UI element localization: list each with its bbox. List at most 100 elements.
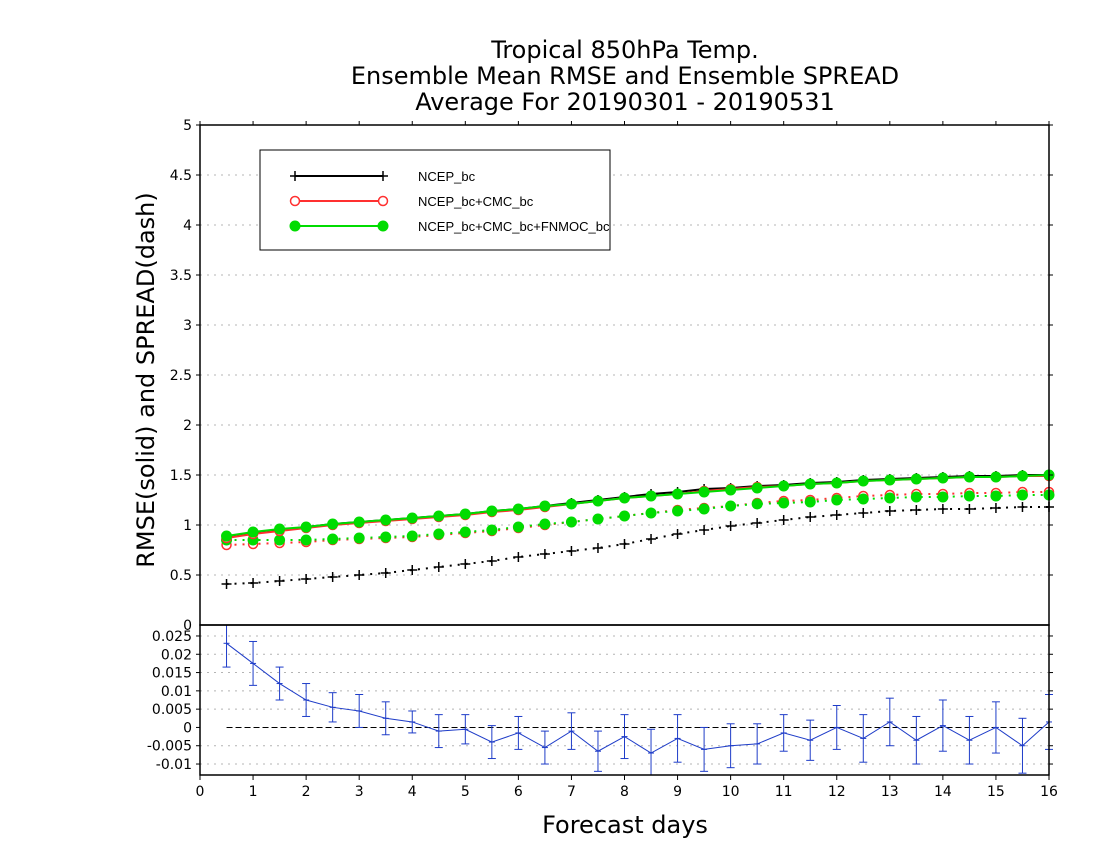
error-bar xyxy=(620,714,629,760)
series-point xyxy=(858,508,869,518)
series-point xyxy=(778,497,790,509)
error-bar xyxy=(381,701,390,736)
series-point xyxy=(964,504,975,514)
error-bar xyxy=(328,692,337,723)
series-line-spread xyxy=(226,506,1049,585)
series-point xyxy=(378,171,388,181)
series-point xyxy=(751,482,763,494)
series-point xyxy=(274,523,286,535)
series-point xyxy=(910,473,922,485)
series-line-rmse xyxy=(226,474,1050,537)
x-tick-label: 9 xyxy=(673,784,682,800)
y-tick-label: 2.5 xyxy=(170,368,192,384)
y-tick-label: 0.5 xyxy=(170,568,192,584)
series-point xyxy=(619,539,630,549)
series-point xyxy=(513,552,524,562)
error-bar xyxy=(593,730,602,772)
series-point xyxy=(407,565,418,575)
series-point xyxy=(300,521,312,533)
series-point xyxy=(619,492,630,504)
chart-title-line-2: Ensemble Mean RMSE and Ensemble SPREAD xyxy=(351,62,899,90)
series-point xyxy=(646,534,657,544)
series-point xyxy=(725,484,737,496)
series-point xyxy=(486,556,497,566)
series-point xyxy=(566,546,577,556)
error-bar xyxy=(753,723,762,765)
series-line-rmse xyxy=(226,474,1049,538)
x-tick-label: 16 xyxy=(1040,784,1058,800)
series-point xyxy=(831,510,842,520)
series-point xyxy=(565,516,577,528)
series-line-rmse xyxy=(226,475,1049,539)
error-bar xyxy=(938,699,947,752)
error-bar xyxy=(965,715,974,765)
series-point xyxy=(592,513,604,525)
series-point xyxy=(645,507,657,519)
series-point xyxy=(831,494,843,506)
series-point xyxy=(831,477,843,489)
series-point xyxy=(460,559,471,569)
error-bar xyxy=(355,694,364,728)
series-point xyxy=(274,576,285,586)
error-bar xyxy=(806,719,815,761)
series-point xyxy=(459,508,471,520)
series-point xyxy=(698,503,710,515)
error-bar xyxy=(408,710,417,734)
error-bar xyxy=(487,725,496,760)
chart-title-line-1: Tropical 850hPa Temp. xyxy=(490,36,759,64)
series-point xyxy=(778,515,789,525)
x-tick-label: 7 xyxy=(567,784,576,800)
series-point xyxy=(300,534,312,546)
x-axis-title: Forecast days xyxy=(542,811,708,839)
y-tick-label: 3.5 xyxy=(170,268,192,284)
series-point xyxy=(459,526,471,538)
series-point xyxy=(857,493,869,505)
series-point xyxy=(963,471,975,483)
series-point xyxy=(751,498,763,510)
x-tick-label: 13 xyxy=(881,784,899,800)
series-point xyxy=(857,475,869,487)
error-bar xyxy=(832,704,841,750)
error-bar xyxy=(885,697,894,747)
series-point xyxy=(645,490,657,502)
series-point xyxy=(406,530,418,542)
series-point xyxy=(512,503,524,515)
series-point xyxy=(565,498,577,510)
series-point xyxy=(433,528,445,540)
error-bar xyxy=(249,640,258,686)
series-line-spread xyxy=(226,491,1049,546)
error-bar xyxy=(859,714,868,763)
series-point xyxy=(937,491,949,503)
series-point xyxy=(752,518,763,528)
series-point xyxy=(884,492,896,504)
error-bar xyxy=(434,714,443,749)
x-tick-label: 0 xyxy=(196,784,205,800)
series-point xyxy=(274,534,286,546)
error-bar xyxy=(275,666,284,701)
x-tick-label: 4 xyxy=(408,784,417,800)
y-axis-title: RMSE(solid) and SPREAD(dash) xyxy=(132,192,160,568)
series-point xyxy=(380,514,392,526)
error-bar xyxy=(991,701,1000,754)
y-tick-label: 0.02 xyxy=(161,647,192,663)
y-tick-label: 1.5 xyxy=(170,468,192,484)
series-point xyxy=(592,495,604,507)
series-point xyxy=(1017,502,1028,512)
y-tick-label: 4.5 xyxy=(170,168,192,184)
x-tick-label: 3 xyxy=(355,784,364,800)
series-point xyxy=(910,491,922,503)
legend-label: NCEP_bc xyxy=(418,169,476,184)
series-point xyxy=(672,505,684,517)
series-point xyxy=(963,490,975,502)
series-point xyxy=(1016,489,1028,501)
y-tick-label: 0 xyxy=(183,618,192,634)
bottom-panel-grid xyxy=(200,635,1049,765)
series-point xyxy=(221,579,232,589)
y-tick-label: 4 xyxy=(183,218,192,234)
x-tick-label: 5 xyxy=(461,784,470,800)
y-tick-label: 0.005 xyxy=(152,702,192,718)
error-bar xyxy=(567,712,576,750)
bottom-panel-series xyxy=(222,625,1053,775)
series-point xyxy=(486,524,498,536)
y-tick-label: 2 xyxy=(183,418,192,434)
